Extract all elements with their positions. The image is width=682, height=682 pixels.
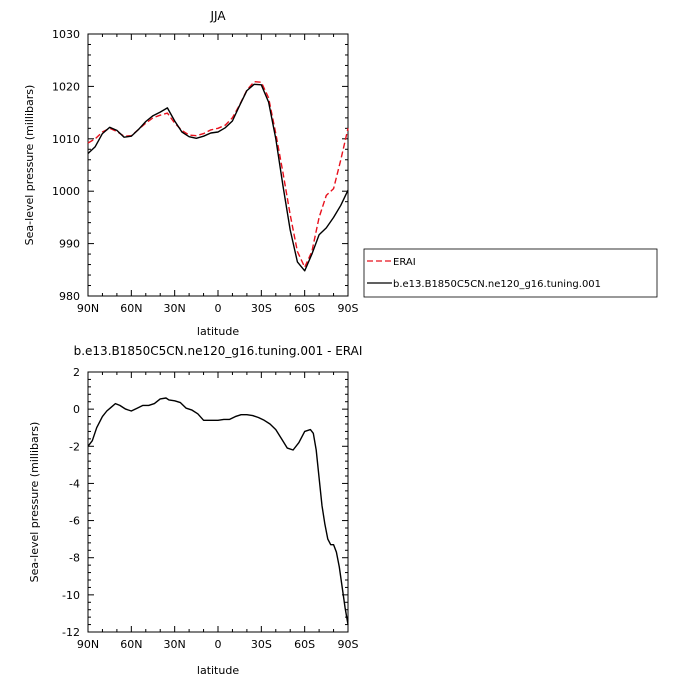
y-tick-label: 1000 [52, 185, 80, 198]
x-tick-label: 60N [120, 302, 142, 315]
x-tick-label: 0 [215, 638, 222, 651]
x-tick-label: 60S [294, 638, 315, 651]
y-tick-label: 1020 [52, 80, 80, 93]
x-tick-label: 90S [338, 638, 359, 651]
y-tick-label: -2 [69, 440, 80, 453]
x-tick-label: 90S [338, 302, 359, 315]
y-tick-label: 990 [59, 238, 80, 251]
legend: ERAI b.e13.B1850C5CN.ne120_g16.tuning.00… [363, 248, 658, 298]
axis-ticks: 90N 60N 30N 0 30S 60S 90S -12 -10 -8 -6 -4 -2 0 2 [62, 366, 358, 651]
y-tick-label: 0 [73, 403, 80, 416]
data-lines [87, 80, 349, 272]
slp-jja-panel: JJA Sea-level pressure (millibars) latit… [23, 9, 359, 338]
series-line-erai [87, 80, 349, 268]
x-axis-label: latitude [197, 325, 239, 338]
y-axis-label: Sea-level pressure (millibars) [23, 85, 36, 246]
y-tick-label: -8 [69, 552, 80, 565]
y-tick-label: -6 [69, 515, 80, 528]
x-tick-label: 30N [164, 302, 186, 315]
x-tick-label: 30S [251, 302, 272, 315]
x-tick-label: 0 [215, 302, 222, 315]
legend-label-erai: ERAI [393, 257, 416, 268]
legend-box [363, 248, 658, 298]
x-tick-label: 30S [251, 638, 272, 651]
slp-diff-panel: b.e13.B1850C5CN.ne120_g16.tuning.001 - E… [28, 344, 362, 677]
y-axis-label: Sea-level pressure (millibars) [28, 422, 41, 583]
x-tick-label: 90N [77, 638, 99, 651]
y-tick-label: -4 [69, 477, 80, 490]
x-tick-label: 60N [120, 638, 142, 651]
y-tick-label: -12 [62, 626, 80, 639]
x-axis-label: latitude [197, 664, 239, 677]
y-tick-label: 1030 [52, 28, 80, 41]
series-line-b-e13-b1850c5cn-ne120-g16-tuning-001 [87, 83, 349, 272]
x-tick-label: 60S [294, 302, 315, 315]
x-tick-label: 30N [164, 638, 186, 651]
y-tick-label: 1010 [52, 133, 80, 146]
chart-title: JJA [209, 9, 226, 23]
plot-frame [87, 371, 349, 633]
axis-ticks: 90N 60N 30N 0 30S 60S 90S 980 990 1000 1010 1020 103… [52, 28, 359, 315]
y-tick-label: -10 [62, 589, 80, 602]
legend-label-model: b.e13.B1850C5CN.ne120_g16.tuning.001 [393, 279, 601, 290]
chart-title: b.e13.B1850C5CN.ne120_g16.tuning.001 - E… [74, 344, 363, 358]
y-tick-label: 980 [59, 290, 80, 303]
series-line-0 [87, 397, 349, 625]
data-lines [87, 397, 349, 625]
x-tick-label: 90N [77, 302, 99, 315]
y-tick-label: 2 [73, 366, 80, 379]
